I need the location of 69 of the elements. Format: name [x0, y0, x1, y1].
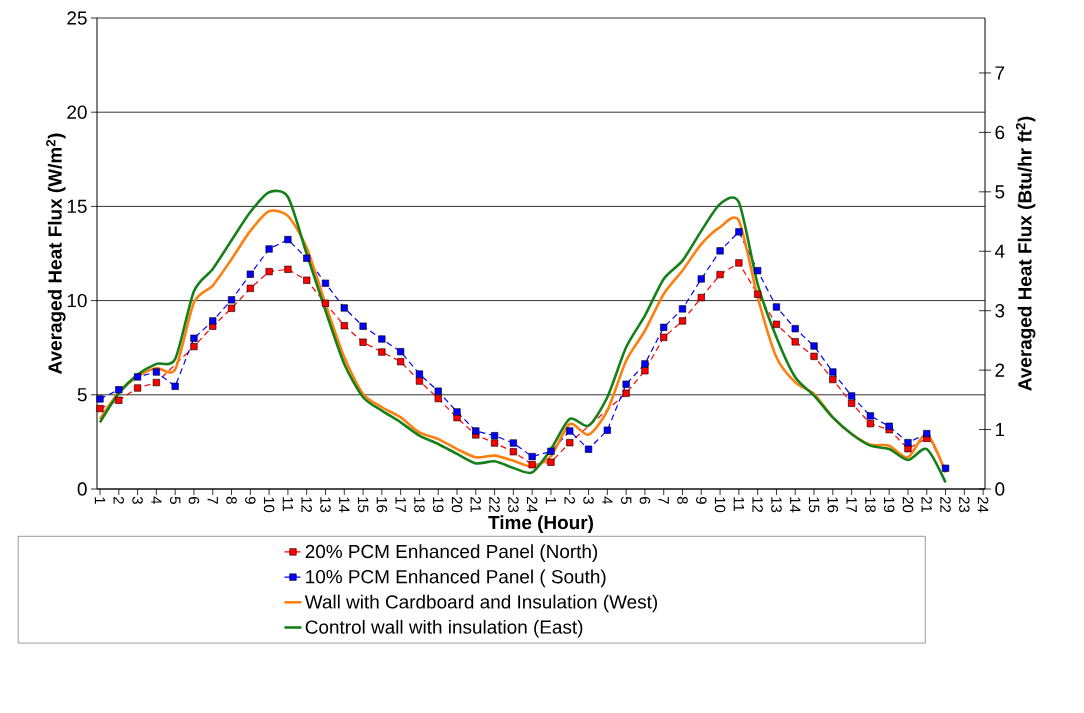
legend-label: 10% PCM Enhanced Panel ( South)	[306, 569, 606, 588]
x-tick-label: 17	[395, 497, 406, 513]
x-tick-label: 9	[696, 496, 707, 504]
x-tick-label: 24	[977, 496, 989, 513]
y-tick-label: 20	[67, 105, 87, 119]
x-tick-label: 13	[771, 497, 782, 513]
x-tick-label: 23	[508, 496, 519, 513]
x-tick-label: 3	[583, 496, 594, 504]
x-tick-label: 11	[282, 497, 294, 511]
x-tick-label: 21	[470, 496, 482, 513]
x-tick-label: 10	[263, 497, 275, 513]
x-tick-label: 10	[714, 497, 726, 513]
x-tick-label: 5	[620, 496, 632, 504]
x-tick-label: 8	[226, 496, 237, 504]
y2-tick-label: 3	[995, 303, 1005, 318]
x-tick-label: 5	[169, 496, 181, 504]
x-tick-label: 17	[846, 497, 857, 513]
y-tick-label: 5	[77, 388, 87, 402]
x-tick-label: 4	[151, 496, 162, 505]
y-tick-label: 25	[67, 11, 87, 25]
x-tick-label: 21	[921, 496, 932, 513]
x-tick-label: 12	[752, 497, 763, 513]
x-tick-label: 11	[733, 497, 745, 511]
x-tick-label: 2	[113, 496, 125, 504]
x-tick-label: 20	[902, 496, 914, 513]
x-tick-label: 15	[808, 497, 820, 513]
legend-label: Control wall with insulation (East)	[305, 619, 583, 638]
x-tick-label: 9	[245, 496, 256, 504]
y-axis-title: Averaged Heat Flux (W/m$^{2}$)	[46, 133, 66, 374]
y-tick-label: 0	[77, 482, 87, 496]
x-tick-label: 7	[207, 496, 218, 504]
x-axis-title: Time (Hour)	[488, 515, 593, 533]
x-tick-label: 18	[414, 497, 425, 513]
x-tick-label: 12	[301, 497, 312, 513]
y2-tick-label: 5	[995, 185, 1005, 199]
x-tick-label: 1	[94, 497, 106, 504]
y2-tick-label: 6	[995, 125, 1005, 140]
x-tick-label: 23	[959, 496, 970, 513]
x-tick-label: 13	[320, 497, 331, 513]
x-tick-label: 8	[677, 496, 688, 504]
x-tick-label: 14	[790, 497, 801, 513]
x-tick-label: 16	[827, 497, 839, 513]
x-tick-label: 7	[658, 496, 669, 504]
y-tick-label: 15	[67, 199, 87, 213]
x-tick-label: 20	[451, 496, 463, 513]
y2-tick-label: 1	[995, 423, 1005, 437]
x-tick-label: 22	[940, 496, 951, 513]
x-tick-label: 19	[883, 497, 895, 513]
y2-axis-title: Averaged Heat Flux (Btu/hr ft$^{2}$)	[1015, 116, 1036, 391]
legend-label: 20% PCM Enhanced Panel (North)	[305, 544, 598, 562]
y2-tick-label: 4	[994, 244, 1005, 258]
x-tick-label: 4	[602, 496, 613, 505]
x-tick-label: 6	[639, 496, 651, 504]
x-tick-label: 3	[132, 496, 143, 504]
y-tick-label: 10	[67, 293, 87, 308]
x-tick-label: 24	[526, 496, 538, 513]
x-tick-label: 1	[545, 497, 557, 504]
legend-label: Wall with Cardboard and Insulation (West)	[304, 594, 658, 613]
x-tick-label: 6	[188, 496, 200, 504]
y2-tick-label: 7	[995, 66, 1005, 80]
x-tick-label: 22	[489, 496, 500, 513]
x-tick-label: 2	[564, 496, 575, 504]
y2-tick-label: 0	[995, 482, 1005, 496]
x-tick-label: 14	[339, 497, 350, 513]
x-tick-label: 18	[865, 497, 876, 513]
x-tick-label: 15	[357, 497, 369, 513]
x-tick-label: 16	[376, 497, 388, 513]
x-tick-label: 19	[432, 497, 444, 513]
y2-tick-label: 2	[995, 363, 1005, 377]
